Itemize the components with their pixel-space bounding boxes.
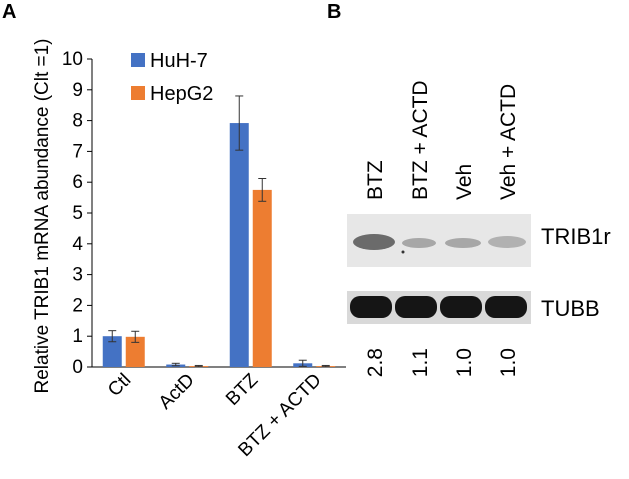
- legend-label: HuH-7: [150, 50, 208, 72]
- tubb-band-lane-3: [440, 296, 482, 318]
- trib1r-band-lane-1: [353, 234, 395, 250]
- lane-labels: BTZ BTZ + ACTD Veh Veh + ACTD: [364, 80, 520, 200]
- bar: [252, 189, 272, 367]
- tubb-band-lane-2: [395, 296, 437, 318]
- bar-chart: Relative TRIB1 mRNA abundance (Clt =1) 0…: [32, 38, 346, 461]
- quantification-value: 1.0: [497, 348, 520, 377]
- y-tick-label: 9: [72, 80, 83, 101]
- lane-label: BTZ + ACTD: [409, 80, 432, 200]
- blot-speck: [401, 250, 405, 254]
- x-tick-label: ActD: [155, 370, 199, 414]
- quantification-value: 1.1: [409, 348, 432, 377]
- y-tick-label: 7: [72, 141, 83, 162]
- x-tick-label: Ctl: [104, 370, 135, 401]
- trib1r-band-lane-2: [402, 238, 436, 248]
- lane-label: Veh: [453, 164, 476, 200]
- legend-label: HepG2: [150, 83, 213, 105]
- bar: [229, 123, 249, 368]
- lane-label: BTZ: [364, 160, 387, 200]
- legend: HuH-7 HepG2: [131, 50, 213, 105]
- y-tick-label: 0: [72, 357, 83, 378]
- bar: [125, 336, 145, 367]
- y-tick-label: 3: [72, 265, 83, 286]
- y-tick-label: 10: [62, 49, 83, 70]
- lane-label: Veh + ACTD: [497, 84, 520, 200]
- legend-swatch: [131, 86, 145, 100]
- panel-b-label: B: [327, 1, 341, 23]
- trib1r-row-label: TRIB1r: [541, 224, 611, 249]
- y-tick-label: 8: [72, 111, 83, 132]
- tubb-band-lane-1: [350, 296, 392, 318]
- y-tick-label: 1: [72, 326, 83, 347]
- quantification-values: 2.8 1.1 1.0 1.0: [364, 348, 520, 377]
- y-tick-label: 4: [72, 234, 83, 255]
- tubb-band-lane-4: [485, 296, 527, 318]
- legend-swatch: [131, 53, 145, 67]
- bar: [102, 336, 122, 367]
- y-tick-label: 6: [72, 172, 83, 193]
- quantification-value: 2.8: [364, 348, 387, 377]
- panel-a-label: A: [2, 1, 16, 23]
- y-tick-label: 2: [72, 295, 83, 316]
- trib1r-band-lane-3: [445, 238, 481, 248]
- y-axis-title: Relative TRIB1 mRNA abundance (Clt =1): [32, 38, 53, 393]
- western-blot: BTZ BTZ + ACTD Veh Veh + ACTD TRIB1r TUBB 2…: [347, 80, 611, 377]
- bars: [102, 95, 336, 368]
- trib1r-band-lane-4: [488, 236, 526, 248]
- quantification-value: 1.0: [453, 348, 476, 377]
- tubb-row-label: TUBB: [541, 296, 600, 321]
- y-axis-ticks: 0 1 2 3 4 5 6 7 8 9 10: [62, 49, 92, 378]
- x-tick-label: BTZ: [222, 369, 263, 410]
- y-tick-label: 5: [72, 203, 83, 224]
